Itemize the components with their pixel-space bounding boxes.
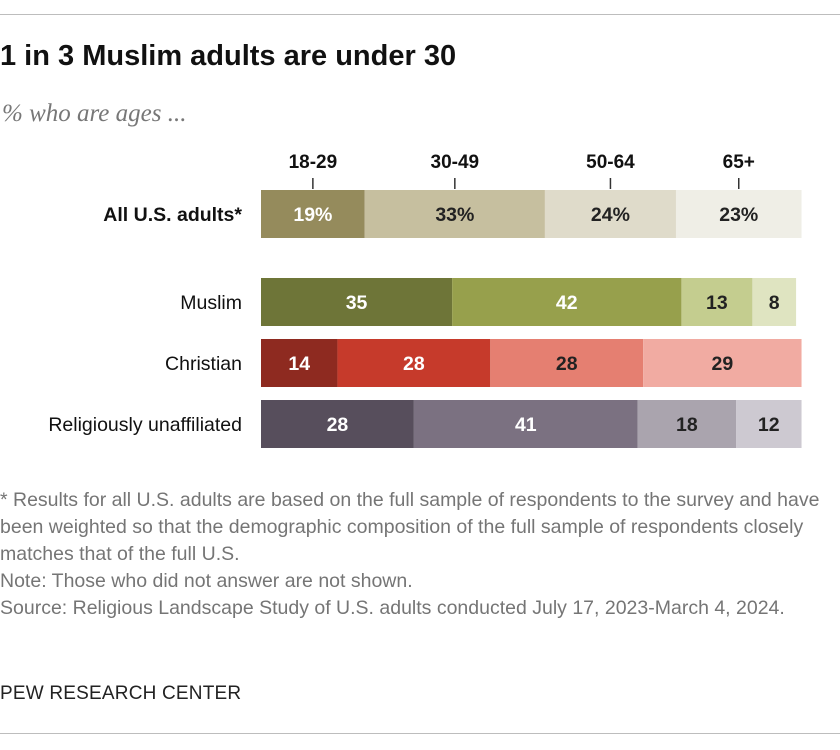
data-label-christian-50-64: 28 (556, 353, 578, 375)
bar-segment-all-u-s-adults-30-49 (364, 190, 545, 238)
row-label-all-u-s-adults: All U.S. adults* (103, 204, 242, 226)
data-label-muslim-30-49: 42 (556, 292, 578, 314)
bar-segment-christian-65+ (643, 339, 802, 387)
chart-subtitle: % who are ages ... (2, 100, 187, 127)
bar-segment-christian-30-49 (337, 339, 491, 387)
age-header-30-49: 30-49 (431, 152, 480, 173)
data-label-muslim-50-64: 13 (706, 292, 728, 314)
data-label-religiously-unaffiliated-30-49: 41 (515, 414, 537, 436)
bar-segment-religiously-unaffiliated-30-49 (413, 400, 638, 448)
data-label-muslim-18-29: 35 (346, 292, 368, 314)
data-label-all-u-s-adults-50-64: 24% (591, 204, 630, 226)
bar-segment-religiously-unaffiliated-18-29 (261, 400, 414, 448)
bar-segment-all-u-s-adults-65+ (675, 190, 802, 238)
age-header-65+: 65+ (723, 152, 755, 173)
data-label-all-u-s-adults-65+: 23% (719, 204, 758, 226)
bar-segment-christian-18-29 (261, 339, 338, 387)
age-header-18-29: 18-29 (289, 152, 338, 173)
bar-segment-muslim-18-29 (261, 278, 453, 326)
top-rule (0, 14, 840, 15)
pew-research-center-wordmark: PEW RESEARCH CENTER (0, 683, 242, 704)
row-label-religiously-unaffiliated: Religiously unaffiliated (48, 414, 242, 436)
chart-title: 1 in 3 Muslim adults are under 30 (0, 40, 457, 72)
bar-segment-all-u-s-adults-18-29 (261, 190, 365, 238)
bar-segment-muslim-30-49 (452, 278, 682, 326)
bar-segment-religiously-unaffiliated-65+ (736, 400, 802, 448)
asterisk-note: * Results for all U.S. adults are based … (0, 489, 820, 565)
row-label-christian: Christian (165, 353, 242, 375)
chart-notes: * Results for all U.S. adults are based … (0, 487, 830, 622)
bar-segment-christian-50-64 (490, 339, 644, 387)
bar-segment-religiously-unaffiliated-50-64 (637, 400, 737, 448)
data-label-religiously-unaffiliated-50-64: 18 (676, 414, 698, 436)
note: Note: Those who did not answer are not s… (0, 570, 413, 592)
bar-segment-muslim-50-64 (681, 278, 753, 326)
stacked-bar-chart: 18-29 30-49 50-64 65+ All U.S. adults* 19% 33%… (48, 152, 802, 448)
data-label-religiously-unaffiliated-65+: 12 (758, 414, 780, 436)
source-note: Source: Religious Landscape Study of U.S… (0, 597, 785, 619)
data-label-christian-30-49: 28 (403, 353, 425, 375)
data-label-christian-65+: 29 (712, 353, 734, 375)
data-label-all-u-s-adults-18-29: 19% (293, 204, 332, 226)
data-label-muslim-65+: 8 (769, 292, 780, 314)
data-label-all-u-s-adults-30-49: 33% (435, 204, 474, 226)
bottom-rule (0, 733, 840, 734)
bar-segment-muslim-65+ (752, 278, 797, 326)
data-label-religiously-unaffiliated-18-29: 28 (327, 414, 349, 436)
row-label-muslim: Muslim (180, 292, 242, 314)
bar-segment-all-u-s-adults-50-64 (544, 190, 676, 238)
age-header-50-64: 50-64 (586, 152, 635, 173)
data-label-christian-18-29: 14 (288, 353, 310, 375)
